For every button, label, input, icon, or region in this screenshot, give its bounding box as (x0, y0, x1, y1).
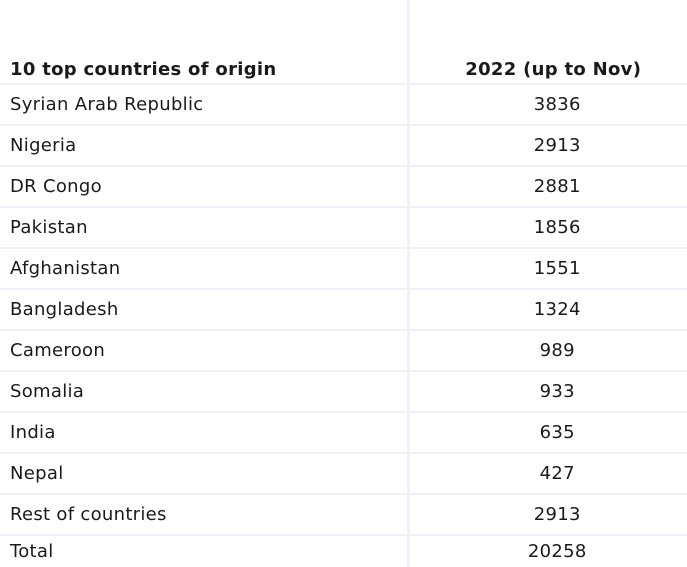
country-cell: Bangladesh (0, 288, 410, 330)
value-cell: 1856 (408, 206, 687, 248)
country-cell: Afghanistan (0, 247, 410, 289)
header-year: 2022 (up to Nov) (465, 59, 642, 80)
value-cell: 989 (408, 329, 687, 371)
country-cell: Somalia (0, 370, 410, 412)
value-cell: 635 (408, 411, 687, 453)
table-header-row: 10 top countries of origin 2022 (up to N… (0, 0, 687, 84)
total-label-cell: Total (0, 534, 410, 567)
table-row: DR Congo 2881 (0, 165, 687, 207)
table-row: Pakistan 1856 (0, 206, 687, 248)
table-row: Rest of countries 2913 (0, 493, 687, 535)
table-row: Cameroon 989 (0, 329, 687, 371)
country-cell: DR Congo (0, 165, 410, 207)
table-row: Syrian Arab Republic 3836 (0, 83, 687, 125)
table-row: Nepal 427 (0, 452, 687, 494)
table-row: Nigeria 2913 (0, 124, 687, 166)
country-cell: Rest of countries (0, 493, 410, 535)
value-cell: 2913 (408, 493, 687, 535)
country-cell: Cameroon (0, 329, 410, 371)
country-cell: Pakistan (0, 206, 410, 248)
country-cell: Nepal (0, 452, 410, 494)
table-row: Somalia 933 (0, 370, 687, 412)
country-cell: Nigeria (0, 124, 410, 166)
table-row: Bangladesh 1324 (0, 288, 687, 330)
country-cell: Syrian Arab Republic (0, 83, 410, 125)
value-cell: 3836 (408, 83, 687, 125)
value-cell: 2881 (408, 165, 687, 207)
table-total-row: Total 20258 (0, 534, 687, 567)
value-cell: 427 (408, 452, 687, 494)
country-cell: India (0, 411, 410, 453)
value-cell: 2913 (408, 124, 687, 166)
table-row: Afghanistan 1551 (0, 247, 687, 289)
value-cell: 1551 (408, 247, 687, 289)
value-cell: 1324 (408, 288, 687, 330)
header-country: 10 top countries of origin (0, 0, 410, 84)
table-row: India 635 (0, 411, 687, 453)
value-cell: 933 (408, 370, 687, 412)
total-value-cell: 20258 (408, 534, 687, 567)
